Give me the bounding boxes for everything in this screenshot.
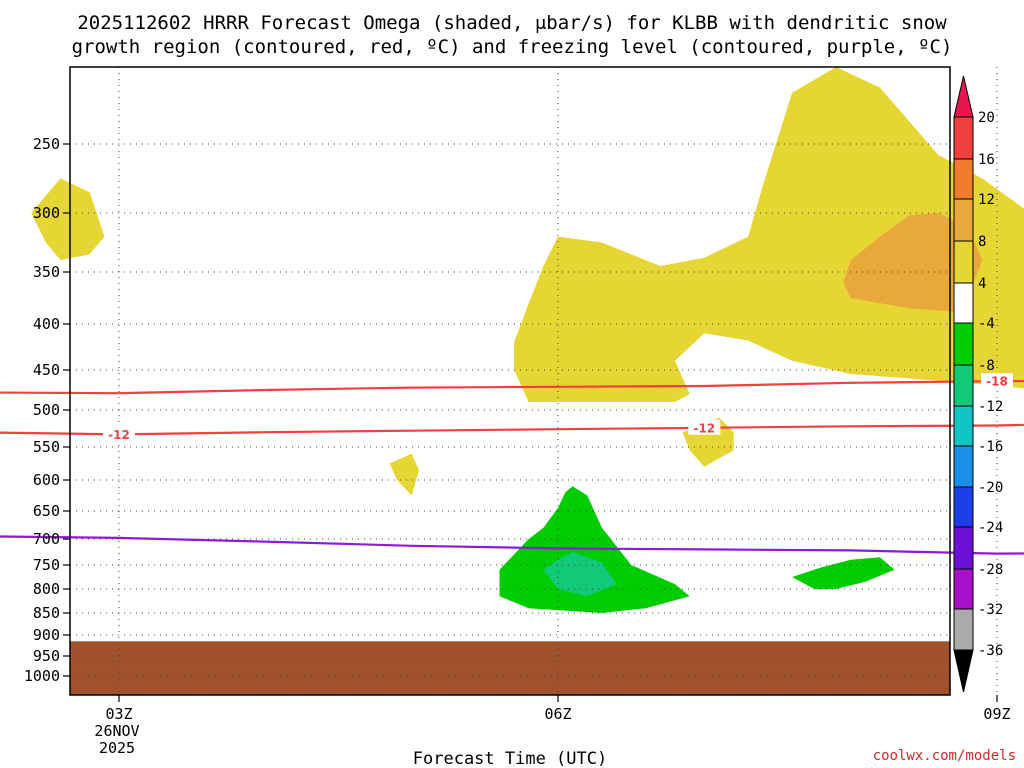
colorbar-bottom-arrow — [953, 649, 974, 693]
y-tick-label-850: 850 — [33, 604, 60, 622]
colorbar-tick-label--20: -20 — [978, 480, 1003, 496]
y-tick-label-450: 450 — [33, 361, 60, 379]
x-tick-label-09Z: 09Z — [983, 705, 1010, 723]
omega-shading — [31, 67, 1024, 613]
contour-dgz-12c — [0, 423, 1024, 436]
credit-text: coolwx.com/models — [873, 748, 1016, 764]
x-tick-label-03Z: 03Z — [105, 705, 132, 723]
contour-label-dgz-12c-1: -12 — [108, 428, 130, 442]
omega-area-4-to8-2 — [514, 67, 1024, 402]
x-tick-year: 2025 — [99, 739, 135, 757]
ground-fill — [70, 641, 950, 695]
y-tick-label-400: 400 — [33, 315, 60, 333]
colorbar-swatch-11 — [953, 526, 974, 570]
colorbar-tick-label-20: 20 — [978, 110, 995, 126]
colorbar-swatch-4 — [953, 240, 974, 284]
colorbar: 20 16 12 8 4 -4 -8 -12 -16 -20 -24 -28 -32 -36 — [953, 75, 1003, 693]
contour-label-dgz-18c-1: -18 — [986, 375, 1008, 389]
omega-area-4-to8-1 — [31, 178, 105, 261]
contour-label-dgz-12c-2: -12 — [693, 421, 715, 435]
omega-area-4-to8-4 — [389, 453, 419, 496]
colorbar-tick-label-16: 16 — [978, 152, 995, 168]
contour-label-bg — [688, 419, 721, 435]
colorbar-swatch-7 — [953, 364, 974, 407]
colorbar-swatch-12 — [953, 568, 974, 610]
y-tick-label-250: 250 — [33, 135, 60, 153]
y-tick-label-500: 500 — [33, 401, 60, 419]
y-tick-label-650: 650 — [33, 502, 60, 520]
colorbar-tick-label-8: 8 — [978, 234, 986, 250]
y-tick-label-600: 600 — [33, 471, 60, 489]
colorbar-swatch-6 — [953, 322, 974, 366]
colorbar-swatch-3 — [953, 198, 974, 242]
colorbar-tick-label--32: -32 — [978, 602, 1003, 618]
colorbar-swatch-2 — [953, 158, 974, 200]
contour-label-bg — [103, 426, 135, 442]
y-tick-label-300: 300 — [33, 204, 60, 222]
x-axis-label: Forecast Time (UTC) — [413, 749, 607, 768]
y-tick-label-350: 350 — [33, 263, 60, 281]
omega-area--8-to-12-1 — [543, 552, 617, 597]
colorbar-tick-label-12: 12 — [978, 192, 995, 208]
omega-area-8-to12-1 — [843, 213, 983, 312]
contour-dgz-18c — [0, 379, 1024, 395]
contour-freezing-level-0c — [0, 535, 1024, 555]
ground-layer — [70, 641, 950, 695]
y-tick-label-800: 800 — [33, 580, 60, 598]
y-tick-label-550: 550 — [33, 438, 60, 456]
colorbar-tick-label--28: -28 — [978, 562, 1003, 578]
colorbar-tick-label-4: 4 — [978, 276, 986, 292]
colorbar-tick-label--12: -12 — [978, 399, 1003, 415]
colorbar-swatch-1 — [953, 116, 974, 160]
y-tick-label-750: 750 — [33, 556, 60, 574]
colorbar-swatch-10 — [953, 486, 974, 528]
y-axis: 250 300 350 400 450 500 550 600 650 700 750 800 850 9… — [24, 135, 70, 685]
colorbar-swatch-13 — [953, 608, 974, 651]
x-tick-date: 26NOV — [94, 722, 139, 740]
colorbar-swatch-8 — [953, 405, 974, 447]
chart-title-line-2: growth region (contoured, red, ºC) and f… — [72, 36, 953, 58]
plot-frame — [69, 66, 951, 696]
x-tick-label-06Z: 06Z — [544, 705, 571, 723]
chart-title-line-1: 2025112602 HRRR Forecast Omega (shaded, … — [77, 12, 947, 34]
y-tick-label-1000: 1000 — [24, 667, 60, 685]
colorbar-swatch-5 — [953, 282, 974, 324]
colorbar-swatch-9 — [953, 445, 974, 488]
contour-lines: -18-18-12-12-12 — [0, 373, 1024, 555]
contour-label-bg — [980, 373, 1013, 389]
y-tick-label-900: 900 — [33, 626, 60, 644]
colorbar-tick-label--36: -36 — [978, 643, 1003, 659]
colorbar-tick-label--24: -24 — [978, 520, 1003, 536]
y-tick-label-950: 950 — [33, 647, 60, 665]
colorbar-top-arrow — [953, 75, 974, 118]
colorbar-tick-label--8: -8 — [978, 358, 995, 374]
y-tick-label-700: 700 — [33, 530, 60, 548]
plot-area: -18-18-12-12-12 — [0, 66, 1024, 696]
colorbar-tick-label--16: -16 — [978, 439, 1003, 455]
colorbar-tick-label--4: -4 — [978, 316, 995, 332]
x-axis: 03Z26NOV202506Z09Z12Z15Z18Z — [94, 695, 1011, 757]
